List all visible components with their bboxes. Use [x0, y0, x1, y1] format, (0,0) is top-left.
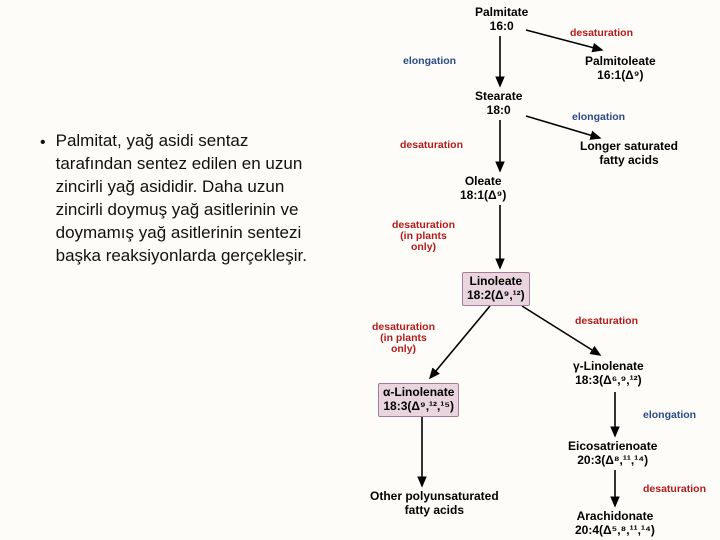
edge-label-9: desaturation: [643, 484, 706, 495]
fatty-acid-pathway-diagram: Palmitate16:0 Palmitoleate16:1(Δ⁹) Stearat…: [340, 0, 720, 540]
node-linoleate: Linoleate18:2(Δ⁹,¹²): [462, 272, 530, 306]
bullet-paragraph: • Palmitat, yağ asidi sentaz tarafından …: [40, 130, 320, 268]
edge-label-3: elongation: [572, 112, 625, 123]
node-longer: Longer saturatedfatty acids: [580, 140, 678, 168]
node-stearate: Stearate18:0: [475, 90, 522, 118]
node-palmitoleate: Palmitoleate16:1(Δ⁹): [585, 55, 656, 83]
edge-label-5: desaturation(in plantsonly): [372, 322, 435, 355]
edge-6: [522, 306, 600, 355]
arrow-layer: [340, 0, 720, 540]
node-alinolenate: α-Linolenate18:3(Δ⁹,¹²,¹⁵): [378, 383, 459, 417]
edge-label-0: elongation: [403, 56, 456, 67]
node-arachidon: Arachidonate20:4(Δ⁵,⁸,¹¹,¹⁴): [575, 510, 655, 538]
node-palmitate: Palmitate16:0: [475, 6, 528, 34]
node-eicosatri: Eicosatrienoate20:3(Δ⁸,¹¹,¹⁴): [568, 440, 657, 468]
edge-label-4: desaturation(in plantsonly): [392, 220, 455, 253]
edge-label-6: desaturation: [575, 316, 638, 327]
edge-label-8: elongation: [643, 410, 696, 421]
node-otherpufa: Other polyunsaturatedfatty acids: [370, 490, 499, 518]
node-glinolenate: γ-Linolenate18:3(Δ⁶,⁹,¹²): [573, 360, 644, 388]
edge-5: [430, 306, 490, 378]
edge-label-2: desaturation: [400, 140, 463, 151]
bullet-marker: •: [40, 130, 46, 268]
node-oleate: Oleate18:1(Δ⁹): [460, 175, 506, 203]
bullet-body: Palmitat, yağ asidi sentaz tarafından se…: [56, 130, 320, 268]
edge-label-1: desaturation: [570, 28, 633, 39]
